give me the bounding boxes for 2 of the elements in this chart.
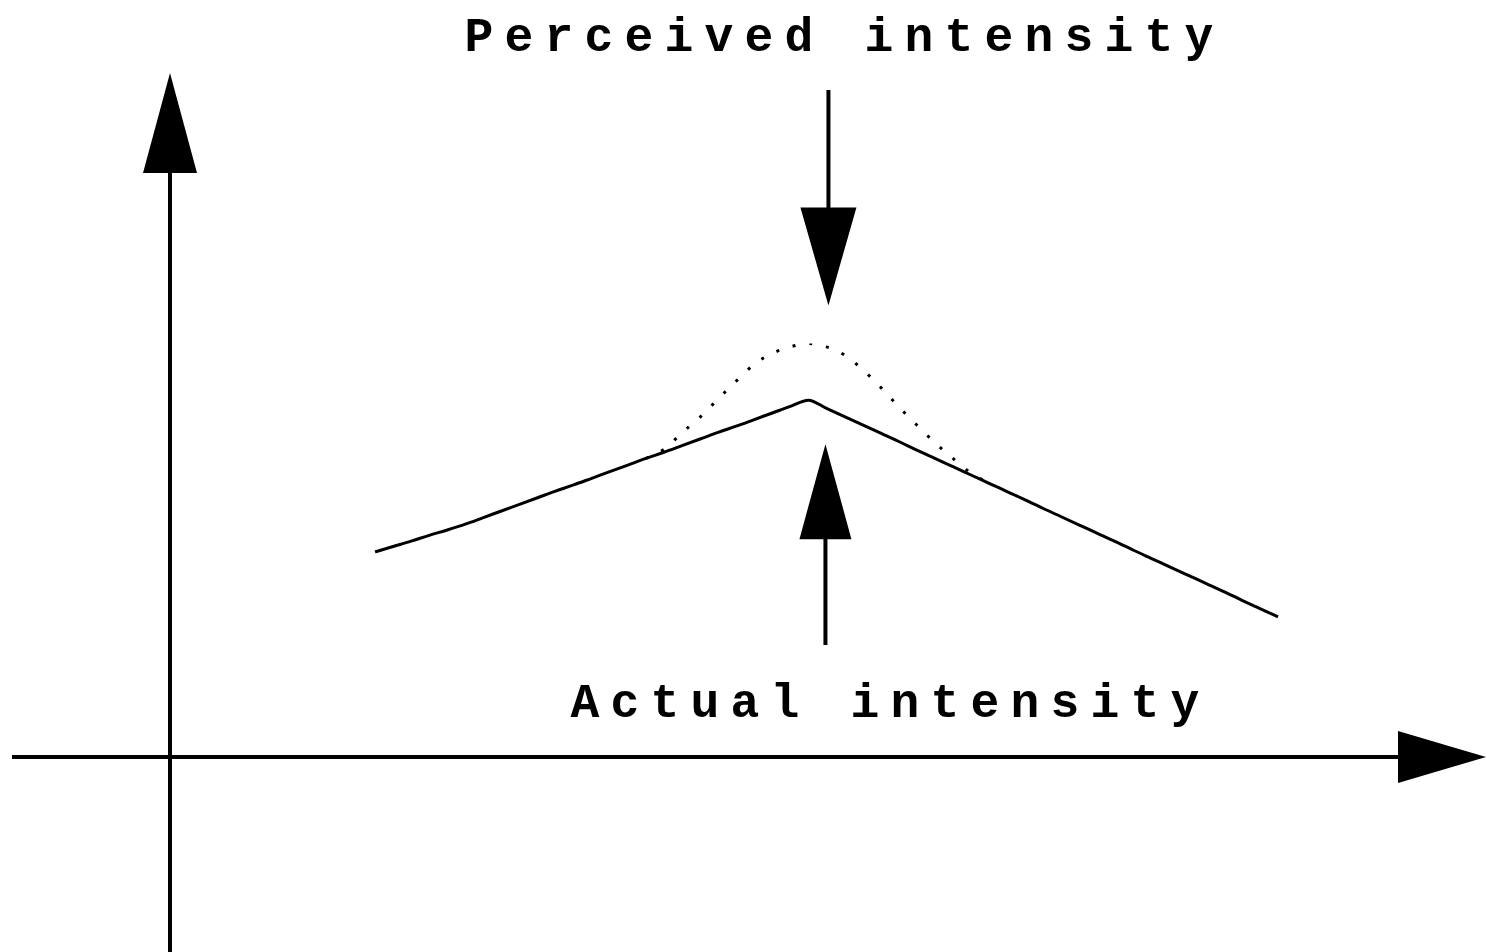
annotation: Actual intensity: [570, 677, 1211, 731]
text: Perceived intensity: [464, 11, 1225, 65]
